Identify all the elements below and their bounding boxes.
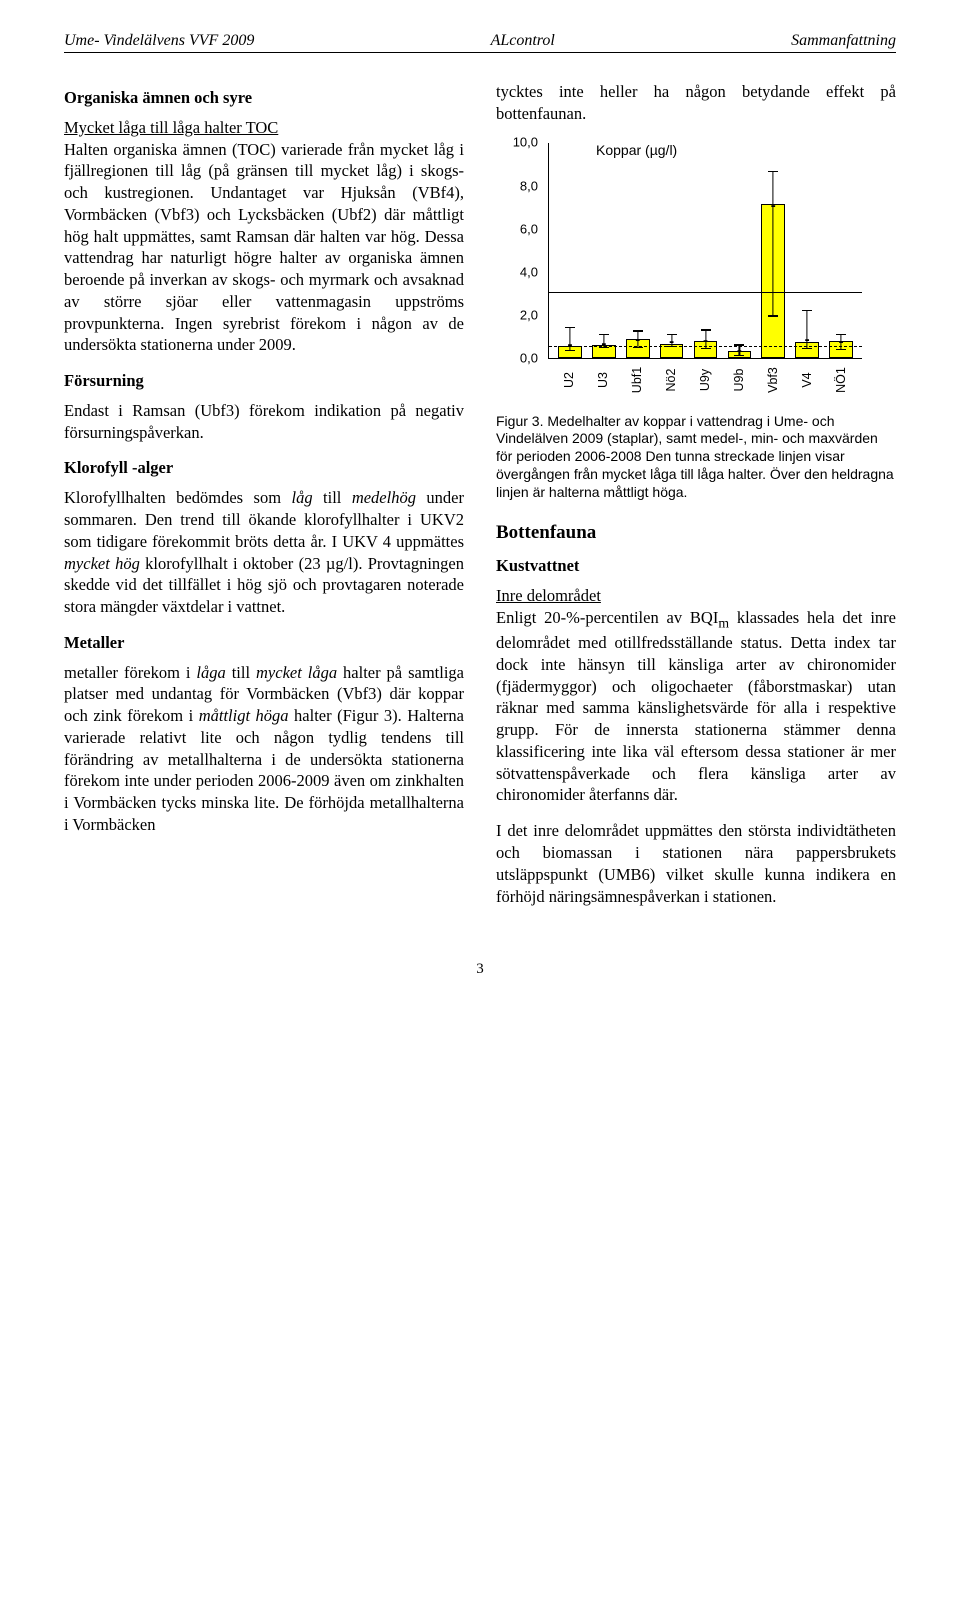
figure-caption: Figur 3. Medelhalter av koppar i vattend… bbox=[496, 413, 896, 503]
bar-slot: - bbox=[722, 143, 756, 358]
body-text: Halten organiska ämnen (TOC) varierade f… bbox=[64, 140, 464, 355]
plot-area: --------- bbox=[548, 143, 862, 359]
bar-slot: - bbox=[790, 143, 824, 358]
page-number: 3 bbox=[64, 961, 896, 978]
section-heading-kustvattnet: Kustvattnet bbox=[496, 555, 896, 577]
underlined-lead: Mycket låga till låga halter TOC bbox=[64, 118, 278, 137]
paragraph: metaller förekom i låga till mycket låga… bbox=[64, 662, 464, 836]
whisker bbox=[773, 172, 774, 317]
page-header: Ume- Vindelälvens VVF 2009 ALcontrol Sam… bbox=[64, 32, 896, 53]
bar-slot: - bbox=[553, 143, 587, 358]
paragraph: Mycket låga till låga halter TOC Halten … bbox=[64, 117, 464, 356]
whisker-cap-top bbox=[802, 310, 812, 311]
whisker-cap-top bbox=[701, 329, 711, 330]
section-heading-metals: Metaller bbox=[64, 632, 464, 654]
y-tick-label: 6,0 bbox=[520, 220, 538, 237]
section-heading-acidification: Försurning bbox=[64, 370, 464, 392]
bar-slot: - bbox=[689, 143, 723, 358]
right-column: tycktes inte heller ha någon betydande e… bbox=[496, 81, 896, 921]
left-column: Organiska ämnen och syre Mycket låga til… bbox=[64, 81, 464, 921]
whisker-cap-bottom bbox=[768, 315, 778, 316]
section-heading-chlorophyll: Klorofyll -alger bbox=[64, 457, 464, 479]
bar-slot: - bbox=[824, 143, 858, 358]
bars-group: --------- bbox=[549, 143, 862, 358]
two-column-layout: Organiska ämnen och syre Mycket låga til… bbox=[64, 81, 896, 921]
threshold-solid-line bbox=[549, 292, 862, 293]
whisker-cap-top bbox=[768, 171, 778, 172]
header-center: ALcontrol bbox=[491, 32, 555, 50]
x-tick-label: NÖ1 bbox=[821, 363, 861, 397]
whisker-cap-top bbox=[565, 327, 575, 328]
bar-slot: - bbox=[587, 143, 621, 358]
y-tick-label: 2,0 bbox=[520, 307, 538, 324]
copper-chart-container: Koppar (µg/l) 0,02,04,06,08,010,0 ------… bbox=[496, 139, 896, 399]
header-left: Ume- Vindelälvens VVF 2009 bbox=[64, 32, 254, 50]
x-axis-labels: U2U3Ubf1Nö2U9yU9bVbf3V4NÖ1 bbox=[548, 359, 862, 399]
paragraph: Klorofyllhalten bedömdes som låg till me… bbox=[64, 487, 464, 618]
section-heading-organic: Organiska ämnen och syre bbox=[64, 87, 464, 109]
paragraph: I det inre delområdet uppmättes den stör… bbox=[496, 820, 896, 907]
y-tick-label: 4,0 bbox=[520, 264, 538, 281]
bar-slot: - bbox=[621, 143, 655, 358]
copper-bar-chart: Koppar (µg/l) 0,02,04,06,08,010,0 ------… bbox=[506, 139, 866, 399]
y-axis: 0,02,04,06,08,010,0 bbox=[506, 139, 544, 359]
underlined-lead: Inre delområdet bbox=[496, 586, 601, 605]
paragraph: Inre delområdet Enligt 20-%-percentilen … bbox=[496, 585, 896, 806]
paragraph: tycktes inte heller ha någon betydande e… bbox=[496, 81, 896, 125]
y-tick-label: 10,0 bbox=[513, 134, 538, 151]
bar-slot: - bbox=[655, 143, 689, 358]
header-right: Sammanfattning bbox=[791, 32, 896, 50]
section-heading-bottenfauna: Bottenfauna bbox=[496, 520, 896, 545]
threshold-dashed-line bbox=[549, 346, 862, 347]
y-tick-label: 8,0 bbox=[520, 177, 538, 194]
y-tick-label: 0,0 bbox=[520, 350, 538, 367]
bar-slot: - bbox=[756, 143, 790, 358]
paragraph: Endast i Ramsan (Ubf3) förekom indikatio… bbox=[64, 400, 464, 444]
